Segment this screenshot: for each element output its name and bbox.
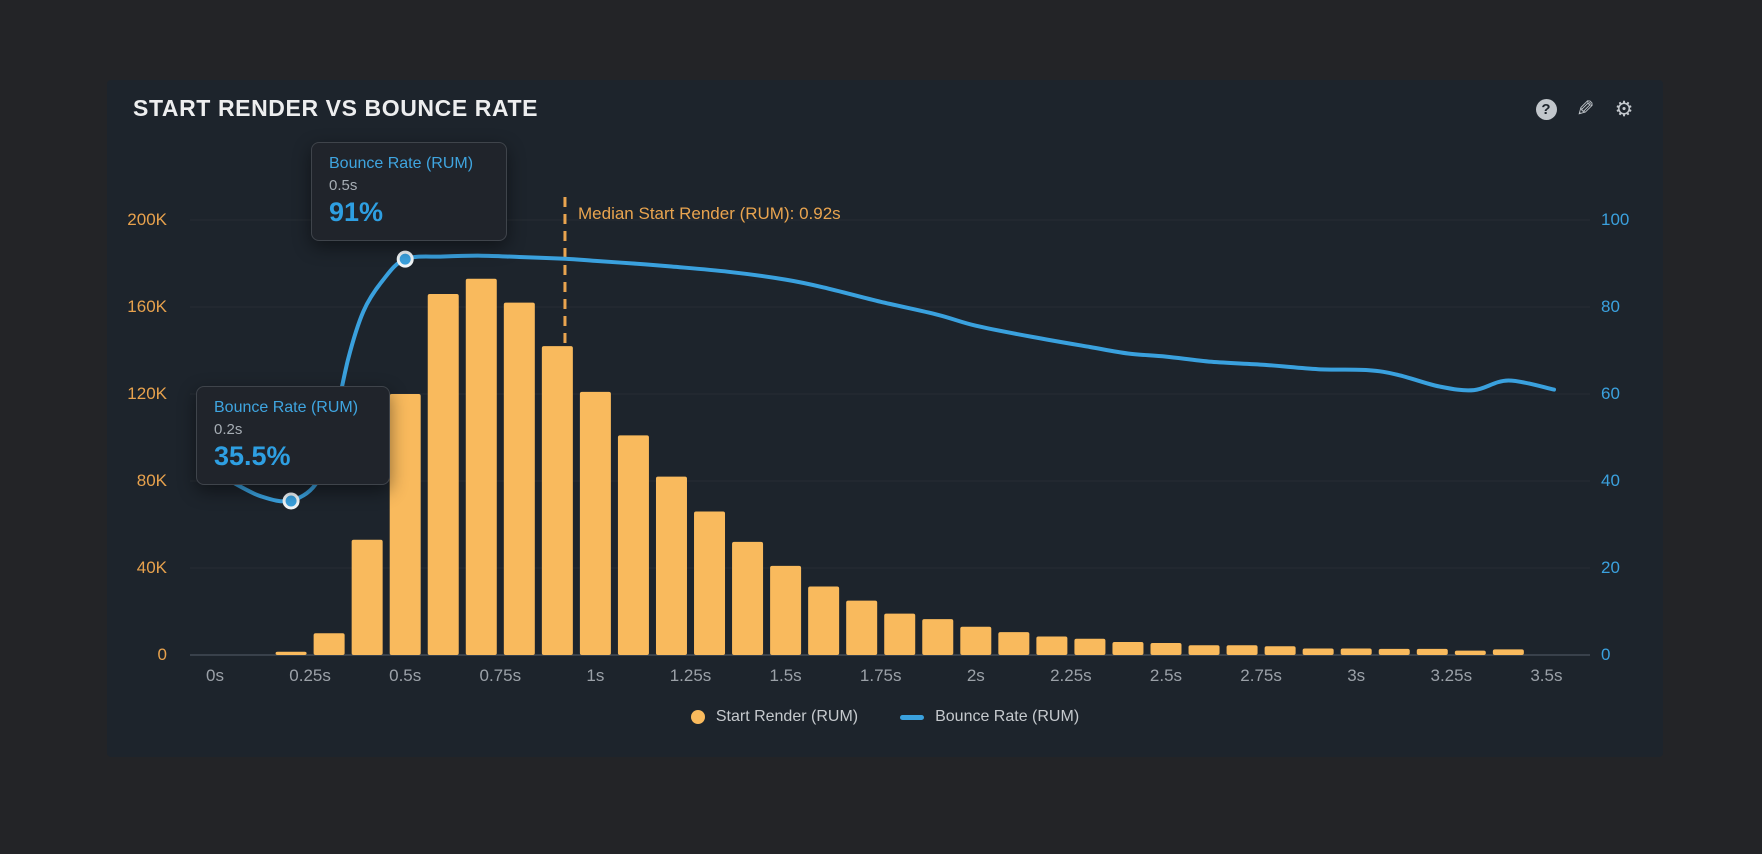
bar-0.5s[interactable] — [389, 394, 421, 655]
y-right-tick-0: 0 — [1601, 645, 1611, 664]
x-tick-2s: 2s — [966, 666, 985, 685]
y-right-tick-80: 80 — [1601, 297, 1620, 316]
bar-1.3s[interactable] — [694, 511, 726, 655]
x-tick-2.25s: 2.25s — [1050, 666, 1092, 685]
x-tick-1.75s: 1.75s — [859, 666, 902, 685]
x-tick-3s: 3s — [1347, 666, 1366, 685]
x-tick-0.25s: 0.25s — [289, 666, 331, 685]
chart-canvas[interactable] — [107, 80, 1663, 757]
help-button[interactable]: ? — [1535, 98, 1557, 120]
median-annotation-label: Median Start Render (RUM): 0.92s — [578, 204, 841, 223]
bar-2.5s[interactable] — [1150, 643, 1182, 655]
legend-label: Start Render (RUM) — [715, 708, 859, 725]
x-tick-0.5s: 0.5s — [389, 666, 422, 685]
tooltip-series-name: Bounce Rate (RUM) — [329, 155, 474, 172]
legend-item-bounce-rate[interactable]: Bounce Rate (RUM) — [900, 708, 1079, 726]
x-tick-1s: 1s — [586, 666, 605, 685]
legend: Start Render (RUM) Bounce Rate (RUM) — [107, 708, 1663, 726]
y-left-tick-80K: 80K — [136, 471, 167, 490]
bar-2.6s[interactable] — [1188, 645, 1220, 655]
tooltip-series-name: Bounce Rate (RUM) — [214, 399, 359, 416]
y-left-tick-0: 0 — [157, 645, 167, 664]
x-tick-3.5s: 3.5s — [1530, 666, 1563, 685]
line-marker-0.2s[interactable] — [282, 492, 300, 510]
help-icon: ? — [1535, 98, 1557, 120]
bar-1.7s[interactable] — [846, 600, 878, 655]
y-left-tick-120K: 120K — [127, 384, 167, 403]
x-tick-2.75s: 2.75s — [1240, 666, 1282, 685]
header-actions: ? ✎ ⚙ — [1535, 96, 1635, 121]
bar-1s[interactable] — [579, 391, 611, 655]
bar-0.9s[interactable] — [541, 346, 573, 655]
line-marker-0.5s[interactable] — [396, 250, 414, 268]
legend-line-icon — [900, 714, 925, 720]
tooltip-bounce-rate-0-2s: Bounce Rate (RUM) 0.2s 35.5% — [196, 386, 390, 485]
y-left-tick-160K: 160K — [127, 297, 167, 316]
bar-2.2s[interactable] — [1036, 636, 1068, 655]
bar-0.7s[interactable] — [465, 278, 497, 655]
x-tick-2.5s: 2.5s — [1149, 666, 1183, 685]
x-tick-0s: 0s — [206, 666, 224, 685]
bar-2.4s[interactable] — [1112, 641, 1144, 655]
legend-dot-icon — [690, 710, 705, 724]
x-tick-1.25s: 1.25s — [669, 666, 712, 685]
bar-3.4s[interactable] — [1492, 649, 1524, 655]
tooltip-value: 35.5% — [214, 441, 291, 471]
x-tick-1.5s: 1.5s — [769, 666, 802, 685]
x-tick-0.75s: 0.75s — [479, 666, 522, 685]
tooltip-x-value: 0.5s — [329, 177, 358, 194]
y-left-tick-200K: 200K — [127, 210, 167, 229]
bounce-rate-line[interactable] — [228, 253, 1556, 504]
bar-3.3s[interactable] — [1454, 650, 1486, 655]
bar-2.9s[interactable] — [1302, 648, 1334, 655]
bar-3.1s[interactable] — [1378, 648, 1410, 655]
bar-1.9s[interactable] — [922, 619, 954, 655]
settings-button[interactable]: ⚙ — [1613, 98, 1635, 120]
bar-0.6s[interactable] — [427, 293, 459, 655]
bar-3s[interactable] — [1340, 648, 1372, 655]
y-right-tick-60: 60 — [1601, 384, 1620, 403]
legend-label: Bounce Rate (RUM) — [935, 708, 1080, 725]
tooltip-value: 91% — [329, 197, 384, 227]
bar-1.8s[interactable] — [884, 613, 916, 655]
bar-3.2s[interactable] — [1416, 648, 1448, 655]
chart-panel: START RENDER VS BOUNCE RATE ? ✎ ⚙ 0 40K 80… — [107, 80, 1663, 757]
bar-1.6s[interactable] — [808, 586, 840, 655]
legend-item-start-render[interactable]: Start Render (RUM) — [690, 708, 859, 726]
page-title: START RENDER VS BOUNCE RATE — [133, 95, 539, 121]
y-right-tick-40: 40 — [1601, 471, 1620, 490]
bar-1.5s[interactable] — [770, 565, 802, 655]
y-right-tick-100: 100 — [1601, 210, 1630, 229]
tooltip-bounce-rate-0-5s: Bounce Rate (RUM) 0.5s 91% — [311, 142, 507, 241]
bar-0.4s[interactable] — [351, 539, 383, 655]
bar-1.4s[interactable] — [732, 541, 764, 655]
settings-icon: ⚙ — [1614, 97, 1634, 121]
y-right-tick-20: 20 — [1601, 558, 1620, 577]
bar-2.3s[interactable] — [1074, 638, 1106, 655]
bar-2.1s[interactable] — [998, 632, 1030, 655]
bar-2.8s[interactable] — [1264, 646, 1296, 655]
bar-0.2s[interactable] — [275, 651, 307, 655]
bar-0.8s[interactable] — [503, 302, 535, 655]
bar-2s[interactable] — [960, 626, 992, 655]
bar-0.3s[interactable] — [313, 633, 345, 655]
x-tick-3.25s: 3.25s — [1430, 666, 1473, 685]
bar-1.2s[interactable] — [655, 476, 687, 655]
bar-1.1s[interactable] — [617, 435, 649, 655]
tooltip-x-value: 0.2s — [214, 421, 243, 438]
bar-2.7s[interactable] — [1226, 645, 1258, 655]
y-left-tick-40K: 40K — [136, 558, 167, 577]
